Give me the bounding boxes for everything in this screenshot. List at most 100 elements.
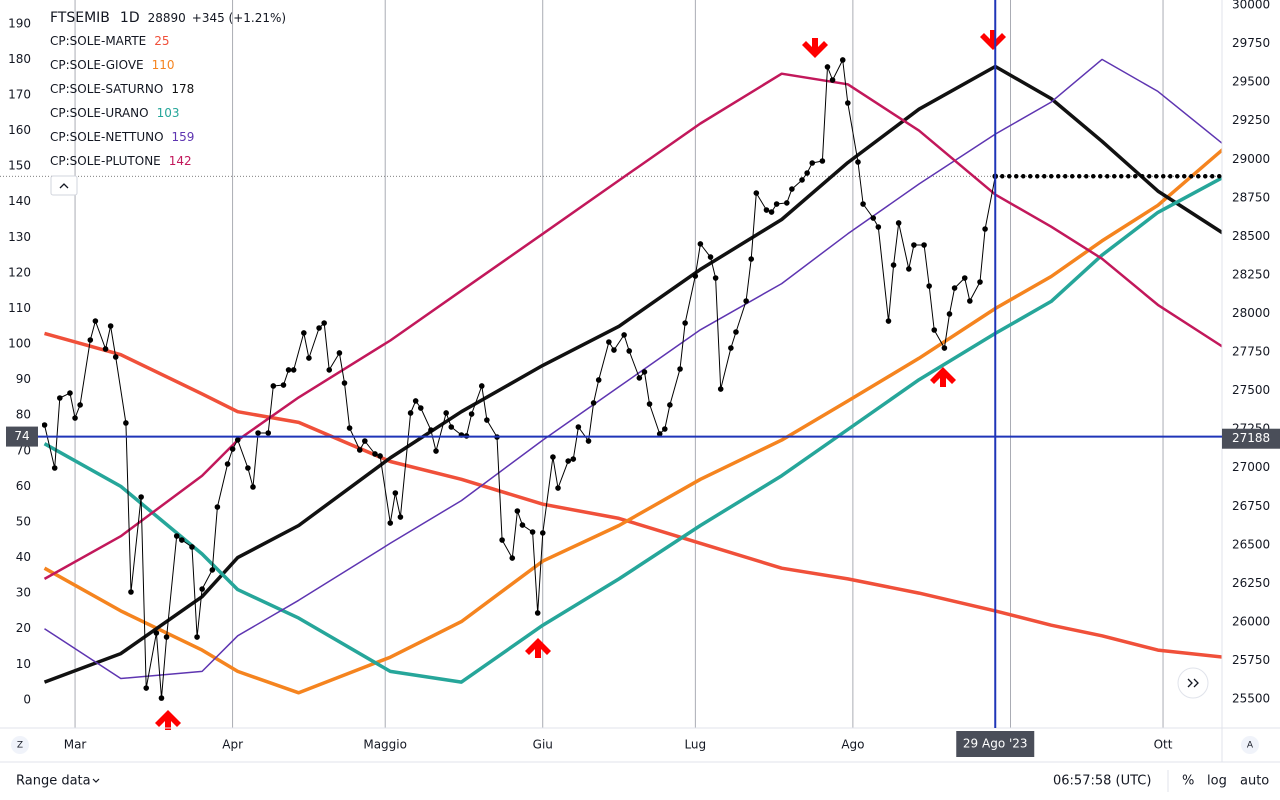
price-point [895,220,902,226]
price-point [748,256,755,262]
x-tick-label: Lug [684,738,706,752]
legend-value: 159 [172,130,195,144]
down-arrow [802,38,828,58]
right-scale-button[interactable]: A [1241,736,1259,754]
legend-value: 142 [169,154,192,168]
legend-value: 25 [154,34,169,48]
y2-tick-label: 29500 [1232,75,1270,89]
price-point [707,254,714,260]
y-tick-label: 0 [23,692,31,706]
price-point [809,160,816,166]
price-point [728,345,734,351]
price-point [555,485,561,491]
indicator-line [43,147,1222,695]
x-tick-label: Giu [533,738,553,752]
price-change: +345 (+1.21%) [192,11,286,25]
price-point [636,375,643,381]
collapse-box[interactable] [50,175,78,196]
scroll-button[interactable] [1177,667,1209,699]
y2-tick-label: 28000 [1232,306,1270,320]
price-point [42,422,48,428]
button-bg[interactable] [1241,736,1259,754]
price-point [641,369,648,375]
button-label: A [1247,741,1254,751]
price-point [138,494,144,500]
price-point [784,200,790,206]
price-point [250,484,256,490]
price-point [123,420,129,426]
crosshair-x-label: 29 Ago '23 [963,737,1028,751]
price-point [417,405,424,411]
crosshair-layer: 74 27188 29 Ago '23 [6,0,1280,757]
y-tick-label: 130 [8,230,31,244]
x-tick-label: Ott [1154,738,1173,752]
y2-tick-label: 28750 [1232,190,1270,204]
toolbar: Range data 06:57:58 (UTC) % log auto [16,774,1269,789]
log-button[interactable]: log [1207,774,1227,789]
price-point [611,347,617,353]
scroll-circle[interactable] [1177,667,1209,699]
price-point [890,262,897,268]
y2-tick-label: 29000 [1232,152,1270,166]
y-tick-label: 10 [16,657,31,671]
left-scale-button[interactable]: Z [11,736,29,754]
range-button[interactable]: Range data [16,774,91,789]
y2-tick-label: 28250 [1232,267,1270,281]
header: FTSEMIB 1D 28890 +345 (+1.21%) [50,10,286,26]
price-point [407,410,414,416]
y-tick-label: 20 [16,621,31,635]
price-point [153,630,160,636]
plot-layer [42,57,1222,701]
price-point [921,242,927,248]
price-point [285,367,292,373]
price-point [428,427,434,433]
price-point [265,430,272,436]
price-point [229,446,236,452]
up-arrow [930,367,956,387]
y2-tick-label: 29250 [1232,113,1270,127]
price-point [931,327,938,333]
auto-button[interactable]: auto [1240,774,1269,789]
price-point [753,190,760,196]
price-point [468,411,475,417]
legend-name: CP:SOLE-MARTE [50,34,146,48]
price-point [606,339,612,345]
price-point [92,318,99,324]
y2-tick-label: 30000 [1232,0,1270,12]
price-point [163,634,170,640]
price-point [356,447,363,453]
indicator-line [43,175,1222,684]
price-point [214,504,221,510]
price-point [743,298,749,304]
y-tick-label: 60 [16,479,31,493]
y-tick-label: 50 [16,514,31,528]
price-point [829,77,836,83]
y2-tick-label: 27500 [1232,383,1270,397]
collapse-button[interactable] [50,175,78,196]
legend-name: CP:SOLE-PLUTONE [50,154,161,168]
price-point [585,438,592,444]
price-point [733,329,739,335]
legend-value: 110 [152,58,175,72]
price-point [478,383,485,389]
button-bg[interactable] [11,736,29,754]
y-tick-label: 100 [8,337,31,351]
price-point [977,279,983,285]
indicator-line [44,58,1222,680]
price-point [509,555,516,561]
price-point [773,201,780,207]
percent-button[interactable]: % [1182,774,1194,789]
price-point [412,398,419,404]
price-point [656,431,663,437]
price-point [885,318,892,324]
up-arrow [155,710,181,730]
price-point [321,320,327,326]
price-point [712,275,719,281]
price-point [570,456,577,462]
price-point [51,465,58,471]
price-point [143,685,150,691]
price-point [951,285,958,291]
price-point [717,386,724,392]
